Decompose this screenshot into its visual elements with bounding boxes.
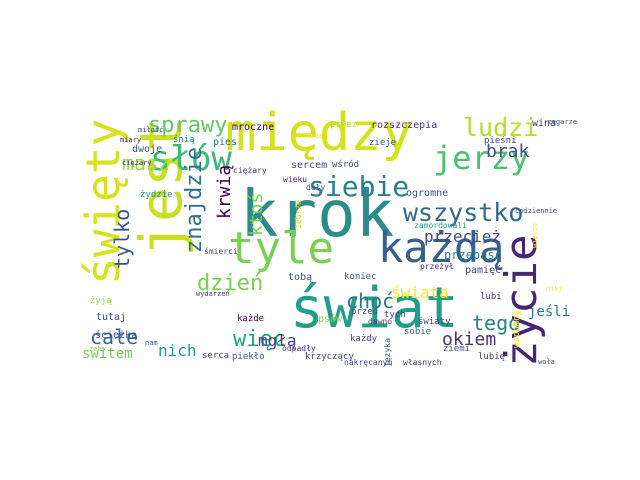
cloud-word: życie [496, 234, 547, 367]
cloud-word: wina [532, 118, 557, 129]
cloud-word: wszystko [403, 198, 524, 227]
cloud-word: zamordowali [414, 221, 467, 230]
cloud-word: switem [82, 346, 133, 362]
cloud-word: własnych [403, 358, 442, 367]
cloud-word: wieku [283, 175, 308, 184]
cloud-word: nakręcanym [344, 358, 393, 367]
cloud-word: wiersz [531, 222, 539, 248]
cloud-word: pieśni [484, 136, 517, 146]
cloud-word: piekło [232, 352, 265, 362]
cloud-word: ogromne [406, 188, 449, 199]
cloud-word: ziemi [443, 344, 471, 354]
cloud-word: odpadły [282, 344, 316, 353]
cloud-word: mgłą [258, 331, 297, 350]
cloud-word: rozszczepia [371, 120, 438, 131]
cloud-word: tobą [288, 272, 313, 283]
cloud-word: tylko [110, 208, 134, 269]
cloud-word: wśród [332, 160, 360, 170]
cloud-word: przecież [424, 227, 502, 246]
cloud-word: mroczne [232, 122, 275, 133]
cloud-word: miary [120, 136, 142, 144]
cloud-word: sercem [291, 160, 328, 171]
cloud-word: świata [391, 283, 449, 302]
cloud-word: przed [351, 307, 379, 317]
cloud-word: woła [538, 358, 555, 366]
cloud-word: ludzi [463, 113, 539, 142]
cloud-word: żyją [90, 296, 112, 306]
cloud-word: dały [306, 183, 326, 192]
cloud-word: żydzie [140, 190, 173, 200]
cloud-word: masz [122, 151, 171, 175]
cloud-word: lubi [480, 292, 502, 302]
cloud-word: każdą [378, 223, 505, 272]
cloud-word: śmierci [204, 247, 238, 256]
cloud-word: dzień [197, 271, 264, 296]
cloud-word: przepaść [444, 248, 502, 262]
cloud-word: żebrze [294, 200, 303, 229]
cloud-word: każdy [350, 334, 378, 344]
cloud-word: siebie [308, 170, 410, 203]
cloud-word: lubię [478, 352, 506, 362]
cloud-word: jeśli [528, 304, 571, 320]
cloud-word: światy [418, 317, 451, 327]
cloud-word: pamięć [465, 265, 502, 276]
cloud-word: więc [233, 327, 286, 352]
cloud-word: nich [158, 341, 197, 360]
cloud-word: zeby [89, 345, 106, 353]
cloud-word: nikt [546, 285, 563, 293]
cloud-word: tych [384, 310, 406, 320]
cloud-word: tyle [228, 223, 334, 274]
cloud-word: ktoś [246, 192, 267, 236]
cloud-word: przez [330, 120, 358, 130]
cloud-word: dawno [368, 317, 393, 326]
cloud-word: wydarzeń [196, 290, 230, 298]
cloud-word: okiem [442, 329, 497, 350]
cloud-word: przeżył [420, 262, 454, 271]
cloud-word: ścieżką [95, 330, 138, 341]
cloud-word: całe [90, 325, 139, 349]
cloud-word: znajdzie [182, 147, 207, 253]
cloud-word: między [225, 103, 413, 163]
cloud-word: śnią [173, 135, 195, 145]
cloud-word: zieje [369, 138, 397, 148]
cloud-word: jerzy [433, 139, 530, 177]
cloud-word: serca [202, 351, 230, 361]
cloud-word: każde [237, 314, 265, 324]
cloud-word: słów [150, 139, 232, 179]
cloud-word: codziennie [515, 207, 558, 215]
cloud-word: zegarze [547, 118, 577, 126]
cloud-word: języka [383, 338, 392, 367]
cloud-word: krwią [214, 164, 235, 219]
cloud-word: sprawy [148, 113, 228, 138]
cloud-word: dwoje [132, 144, 163, 155]
cloud-word: psów [318, 314, 343, 325]
cloud-word: prawie [298, 132, 324, 140]
cloud-word: ciężary [122, 159, 152, 167]
cloud-word: krzyczący [305, 352, 354, 362]
cloud-word: ciężary [233, 166, 267, 175]
cloud-word: brak [486, 141, 530, 162]
cloud-word: pies [213, 137, 238, 148]
cloud-word: koniec [344, 272, 377, 282]
cloud-word: sobie [404, 327, 432, 337]
cloud-word: tego [472, 311, 521, 335]
cloud-word: krok [240, 178, 395, 252]
cloud-word: choć [346, 289, 395, 313]
cloud-word: wspomnę [512, 310, 522, 348]
cloud-word: nam [145, 339, 158, 347]
cloud-word: tutaj [96, 312, 127, 323]
cloud-word: miłość [138, 126, 164, 134]
cloud-word: świat [290, 276, 459, 341]
word-cloud: krok między jest tyle każdą świat święty życie s… [76, 103, 577, 367]
